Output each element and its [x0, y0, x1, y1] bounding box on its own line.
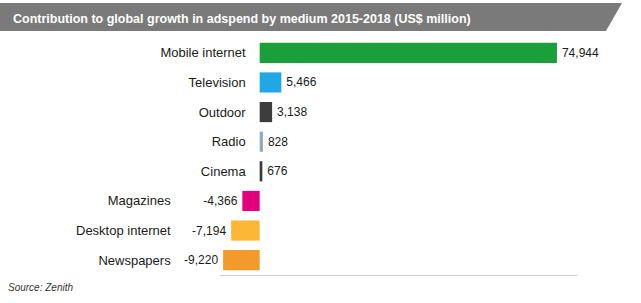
svg-text:Mobile internet: Mobile internet	[160, 45, 246, 60]
svg-text:3,138: 3,138	[277, 105, 307, 119]
svg-text:5,466: 5,466	[286, 75, 316, 89]
svg-text:-7,194: -7,194	[192, 224, 226, 238]
svg-text:Source: Zenith: Source: Zenith	[8, 282, 73, 293]
svg-text:828: 828	[268, 135, 288, 149]
svg-text:Desktop internet: Desktop internet	[76, 223, 171, 238]
svg-text:Radio: Radio	[212, 134, 246, 149]
svg-text:-9,220: -9,220	[184, 253, 218, 267]
svg-text:676: 676	[267, 164, 287, 178]
svg-text:74,944: 74,944	[562, 46, 599, 60]
svg-text:Cinema: Cinema	[201, 164, 247, 179]
svg-text:Television: Television	[189, 75, 246, 90]
svg-text:Outdoor: Outdoor	[199, 105, 247, 120]
svg-text:Contribution to global growth: Contribution to global growth in adspend…	[13, 12, 471, 26]
svg-text:Newspapers: Newspapers	[98, 253, 171, 268]
svg-text:Magazines: Magazines	[108, 193, 171, 208]
svg-text:-4,366: -4,366	[203, 194, 237, 208]
